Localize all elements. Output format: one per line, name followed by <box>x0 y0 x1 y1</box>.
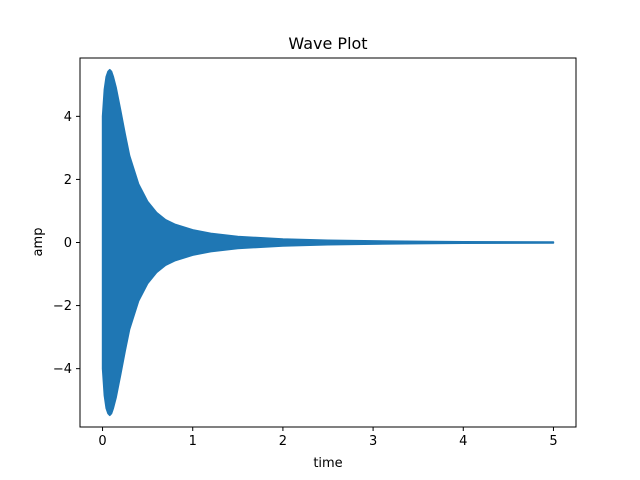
x-axis-label: time <box>313 456 342 471</box>
y-tick-label: −2 <box>53 299 72 314</box>
x-tick-label: 0 <box>98 434 106 449</box>
x-tick-label: 4 <box>459 434 467 449</box>
x-tick-label: 2 <box>279 434 287 449</box>
x-axis: 0 1 2 3 4 5 <box>98 427 558 449</box>
y-tick-label: 0 <box>64 236 72 251</box>
y-tick-label: 4 <box>64 110 72 125</box>
x-tick-label: 1 <box>189 434 197 449</box>
wave-series-0 <box>101 68 555 417</box>
y-tick-label: 2 <box>64 173 72 188</box>
x-tick-label: 3 <box>369 434 377 449</box>
plot-area <box>101 68 555 417</box>
y-tick-label: −4 <box>53 362 72 377</box>
x-tick-label: 5 <box>549 434 557 449</box>
chart-title: Wave Plot <box>288 34 367 53</box>
y-axis: −4 −2 0 2 4 <box>53 110 80 377</box>
y-axis-label: amp <box>31 228 46 257</box>
